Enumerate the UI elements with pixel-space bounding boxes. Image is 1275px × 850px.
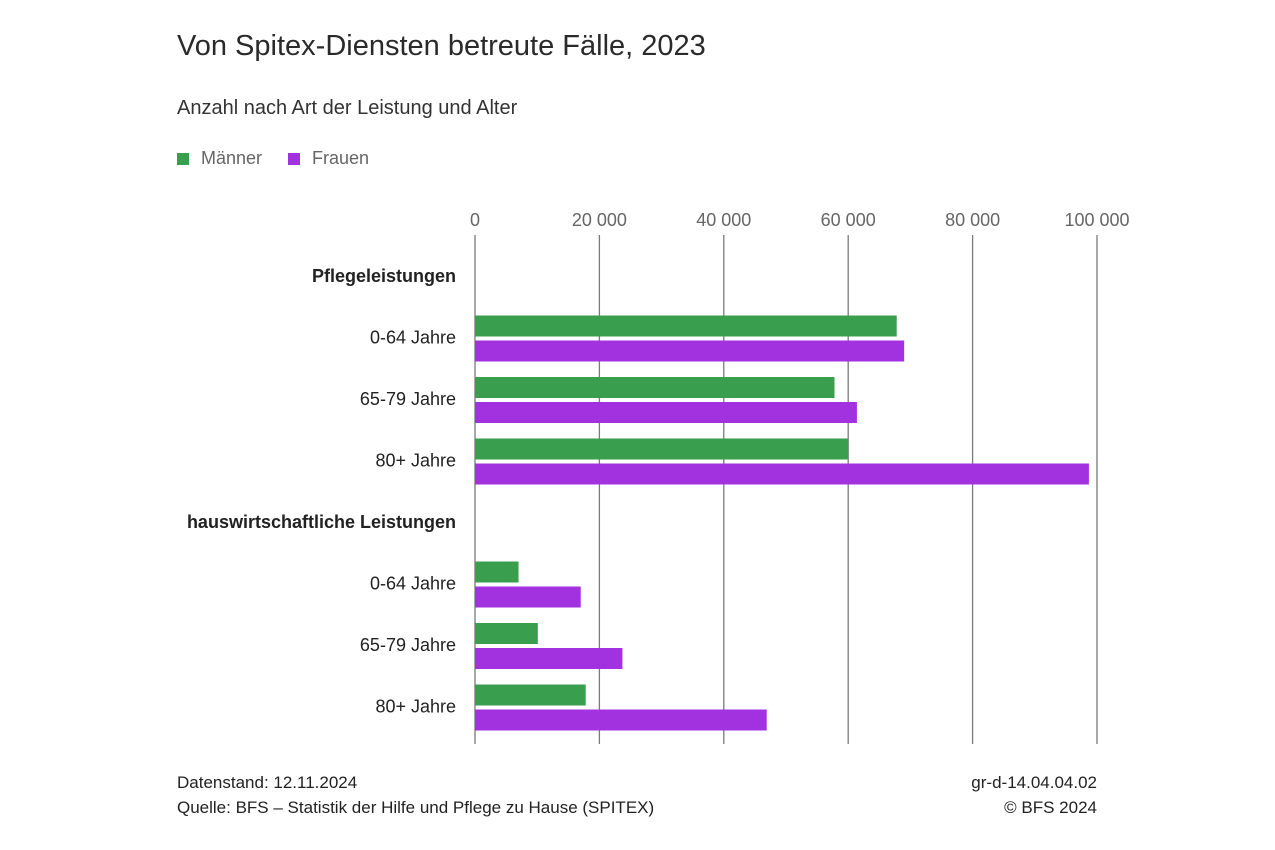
category-label: 0-64 Jahre — [370, 328, 456, 348]
bar-frauen — [475, 648, 623, 669]
bar-maenner — [475, 684, 586, 706]
bar-maenner — [475, 438, 849, 460]
bar-maenner — [475, 377, 835, 398]
x-tick-label: 80 000 — [945, 210, 1000, 230]
category-label: 65-79 Jahre — [360, 389, 456, 409]
group-label: hauswirtschaftliche Leistungen — [187, 512, 456, 532]
bar-frauen — [475, 586, 581, 608]
chart-subtitle: Anzahl nach Art der Leistung und Alter — [177, 97, 518, 119]
bar-frauen — [475, 340, 905, 362]
legend: Männer Frauen — [177, 148, 395, 169]
x-tick-label: 20 000 — [572, 210, 627, 230]
bar-maenner — [475, 623, 538, 644]
category-label: 80+ Jahre — [375, 451, 456, 471]
bar-maenner — [475, 315, 897, 337]
legend-label-frauen: Frauen — [312, 148, 370, 168]
bar-maenner — [475, 561, 519, 583]
legend-label-maenner: Männer — [201, 148, 263, 168]
category-label: 0-64 Jahre — [370, 574, 456, 594]
data-source: Quelle: BFS – Statistik der Hilfe und Pf… — [177, 798, 655, 817]
bar-frauen — [475, 402, 857, 423]
chart-code: gr-d-14.04.04.02 — [971, 773, 1097, 792]
category-label: 80+ Jahre — [375, 697, 456, 717]
legend-swatch-maenner — [177, 152, 189, 165]
bar-frauen — [475, 709, 767, 731]
category-label: 65-79 Jahre — [360, 635, 456, 655]
copyright: © BFS 2024 — [1004, 798, 1097, 817]
footer-left: Datenstand: 12.11.2024 Quelle: BFS – Sta… — [177, 770, 654, 820]
x-tick-label: 60 000 — [821, 210, 876, 230]
chart-title: Von Spitex-Diensten betreute Fälle, 2023 — [177, 30, 706, 62]
data-date: Datenstand: 12.11.2024 — [177, 773, 358, 792]
bar-frauen — [475, 463, 1089, 485]
legend-item-maenner: Männer — [177, 148, 262, 169]
group-label: Pflegeleistungen — [312, 266, 456, 286]
footer-right: gr-d-14.04.04.02 © BFS 2024 — [971, 770, 1097, 820]
x-tick-label: 100 000 — [1064, 210, 1129, 230]
x-tick-label: 40 000 — [696, 210, 751, 230]
legend-swatch-frauen — [288, 152, 301, 165]
legend-item-frauen: Frauen — [288, 148, 369, 169]
x-tick-label: 0 — [470, 210, 480, 230]
